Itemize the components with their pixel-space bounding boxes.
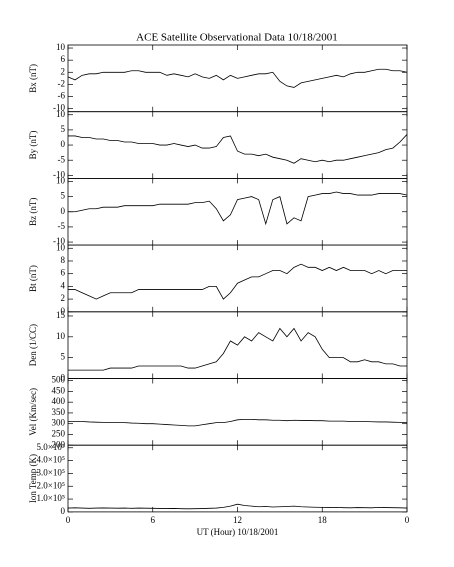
panel-frame xyxy=(67,444,408,513)
y-tick-label: -10 xyxy=(53,103,65,113)
y-tick-label: 2 xyxy=(61,293,66,303)
y-tick-label: -6 xyxy=(58,91,66,101)
x-tick-label: 0 xyxy=(66,515,71,525)
y-tick-label: 6 xyxy=(61,268,66,278)
y-tick-label: 5 xyxy=(61,352,66,362)
y-tick-label: 300 xyxy=(52,418,66,428)
y-tick-label: -10 xyxy=(53,169,65,179)
y-tick-label: 200 xyxy=(52,439,66,449)
y-tick-label: 10 xyxy=(56,42,66,52)
y-axis-label: By (nT) xyxy=(28,131,38,160)
y-axis-label: Den (1/CC) xyxy=(28,324,38,366)
y-tick-label: 4.0×10⁵ xyxy=(37,455,65,465)
x-tick-label: 6 xyxy=(151,515,156,525)
y-tick-label: 3.0×10⁵ xyxy=(37,467,65,477)
y-tick-label: 10 xyxy=(56,331,66,341)
y-tick-label: -2 xyxy=(58,78,66,88)
y-tick-label: 10 xyxy=(56,175,66,185)
data-line xyxy=(67,68,408,88)
y-tick-label: 5.0×10⁵ xyxy=(37,442,65,452)
y-tick-label: 8 xyxy=(61,255,66,265)
y-tick-label: 5 xyxy=(61,191,66,201)
data-line xyxy=(67,503,408,510)
y-tick-label: 450 xyxy=(52,385,66,395)
y-tick-label: 250 xyxy=(52,429,66,439)
data-line xyxy=(68,263,407,300)
y-tick-label: 15 xyxy=(56,310,66,320)
y-tick-label: 2.0×10⁵ xyxy=(37,480,65,490)
y-tick-label: -5 xyxy=(58,221,66,231)
data-line xyxy=(68,418,408,427)
data-line xyxy=(68,327,407,371)
y-axis-label: Bt (nT) xyxy=(28,265,38,292)
y-tick-label: 400 xyxy=(52,396,66,406)
y-tick-label: 10 xyxy=(56,109,66,119)
panel-frame xyxy=(67,177,408,246)
y-tick-label: 500 xyxy=(52,375,66,385)
data-line xyxy=(68,191,408,226)
x-tick-label: 12 xyxy=(233,515,242,525)
y-tick-label: -5 xyxy=(58,154,66,164)
y-tick-label: -10 xyxy=(53,236,65,246)
y-axis-label: Vel (Km/sec) xyxy=(28,388,38,436)
panel-frame xyxy=(67,378,408,446)
y-tick-label: 10 xyxy=(56,242,66,252)
y-tick-label: 5 xyxy=(61,124,66,134)
y-tick-label: 0 xyxy=(61,306,66,316)
y-tick-label: 4 xyxy=(61,280,66,290)
y-tick-label: 0 xyxy=(61,506,66,516)
panel-frame xyxy=(67,111,408,179)
x-tick-label: 0 xyxy=(405,515,410,525)
y-tick-label: 0 xyxy=(61,139,66,149)
chart-title: ACE Satellite Observational Data 10/18/2… xyxy=(136,32,338,44)
y-tick-label: 0 xyxy=(61,206,66,216)
data-line xyxy=(68,134,408,164)
y-tick-label: 0 xyxy=(61,373,66,383)
y-axis-label: Ion Temp (K) xyxy=(28,454,38,503)
y-tick-label: 1.0×10⁵ xyxy=(37,493,65,503)
y-axis-label: Bx (nT) xyxy=(28,64,38,93)
y-axis-label: Bz (nT) xyxy=(28,198,38,226)
x-tick-label: 18 xyxy=(318,515,328,525)
y-tick-label: 2 xyxy=(61,66,66,76)
x-axis-label: UT (Hour) 10/18/2001 xyxy=(197,527,279,537)
y-tick-label: 350 xyxy=(52,407,66,417)
y-tick-label: 6 xyxy=(61,54,66,64)
panel-frame xyxy=(67,244,408,313)
